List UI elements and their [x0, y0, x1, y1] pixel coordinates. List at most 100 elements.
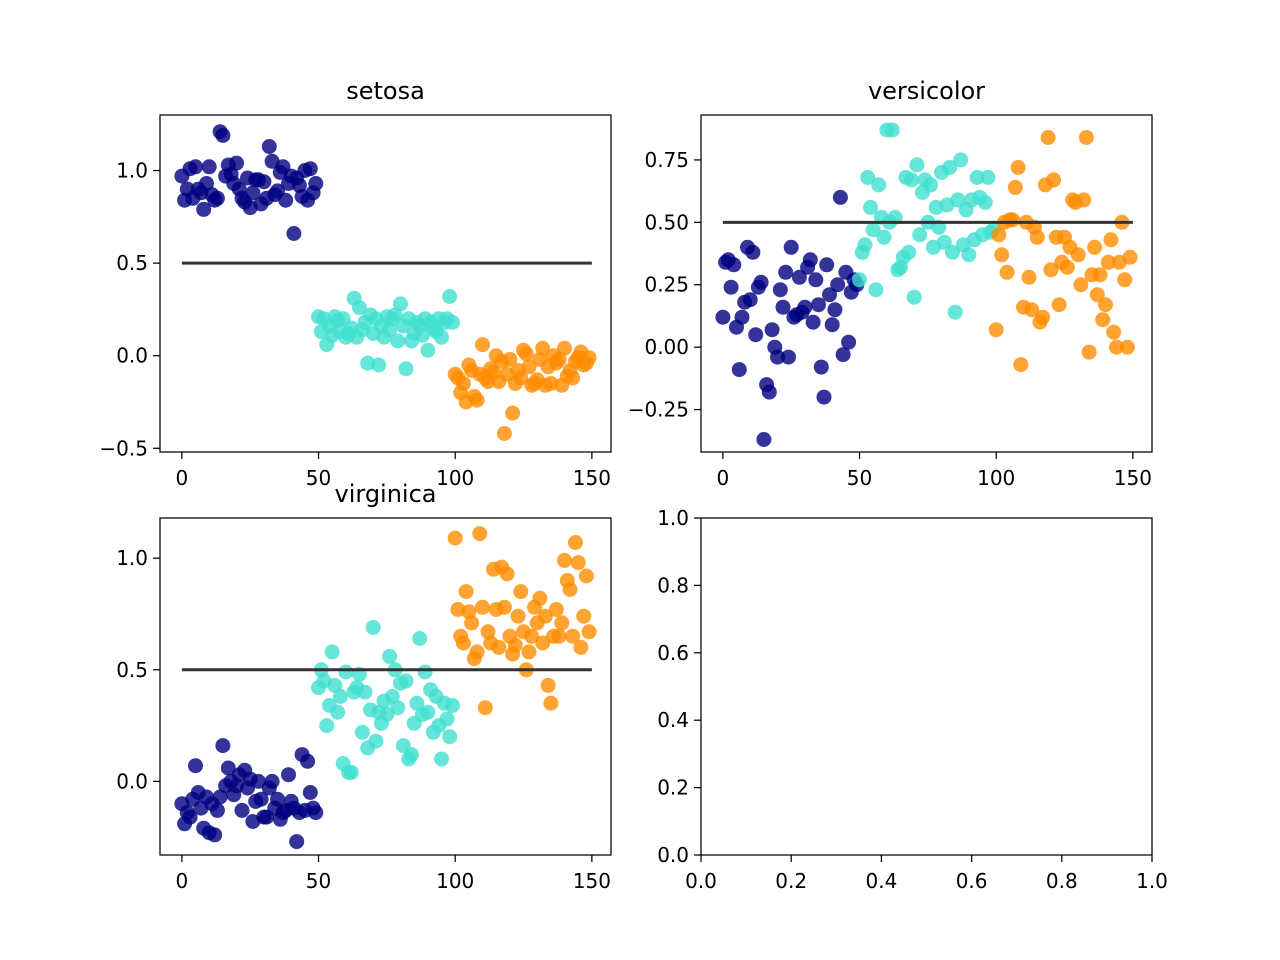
x-tick-label: 50 — [306, 466, 331, 490]
series-setosa — [174, 738, 323, 849]
data-point — [868, 282, 883, 297]
data-point — [1008, 180, 1023, 195]
data-point — [994, 247, 1009, 262]
data-point — [543, 696, 558, 711]
data-point — [715, 310, 730, 325]
y-tick-label: 1.0 — [116, 546, 148, 570]
data-point — [579, 569, 594, 584]
data-point — [478, 700, 493, 715]
data-point — [366, 620, 381, 635]
x-tick-label: 150 — [573, 466, 611, 490]
x-tick-label: 100 — [436, 466, 474, 490]
data-point — [188, 758, 203, 773]
x-tick-label: 0 — [716, 466, 729, 490]
y-tick-label: 0.5 — [116, 251, 148, 275]
data-point — [497, 426, 512, 441]
data-point — [568, 535, 583, 550]
data-point — [1022, 270, 1037, 285]
data-point — [981, 170, 996, 185]
data-point — [743, 292, 758, 307]
axes-frame — [701, 518, 1152, 855]
data-point — [953, 152, 968, 167]
data-point — [532, 591, 547, 606]
data-point — [390, 333, 405, 348]
data-point — [368, 734, 383, 749]
data-point — [745, 245, 760, 260]
data-point — [399, 673, 414, 688]
x-tick-label: 0.6 — [956, 869, 988, 893]
data-point — [1082, 345, 1097, 360]
data-point — [404, 747, 419, 762]
subplot-empty: 0.0 0.2 0.4 0.6 0.8 1.00.00.20.40.60.81.0 — [657, 506, 1168, 893]
data-point — [371, 358, 386, 373]
y-tick-label: −0.5 — [99, 436, 148, 460]
data-point — [724, 280, 739, 295]
data-point — [1087, 240, 1102, 255]
data-point — [557, 553, 572, 568]
data-point — [470, 644, 485, 659]
data-point — [475, 600, 490, 615]
data-point — [459, 584, 474, 599]
x-tick-label: 100 — [436, 869, 474, 893]
data-point — [434, 330, 449, 345]
data-point — [1098, 297, 1113, 312]
data-point — [909, 157, 924, 172]
y-tick-label: 0.75 — [644, 148, 689, 172]
data-point — [552, 629, 567, 644]
data-point — [215, 128, 230, 143]
data-point — [519, 346, 534, 361]
data-point — [289, 834, 304, 849]
data-point — [825, 317, 840, 332]
data-point — [229, 156, 244, 171]
data-point — [508, 638, 523, 653]
data-point — [1030, 230, 1045, 245]
series-setosa — [174, 124, 323, 241]
data-point — [464, 615, 479, 630]
x-tick-label: 0 — [175, 869, 188, 893]
data-point — [513, 584, 528, 599]
data-point — [573, 640, 588, 655]
data-point — [901, 245, 916, 260]
data-point — [456, 636, 471, 651]
data-point — [442, 289, 457, 304]
x-tick-label: 150 — [1114, 466, 1152, 490]
y-tick-label: 0.25 — [644, 273, 689, 297]
data-point — [522, 644, 537, 659]
data-point — [1000, 265, 1015, 280]
data-point — [303, 161, 318, 176]
data-point — [762, 385, 777, 400]
data-point — [961, 247, 976, 262]
data-point — [1123, 250, 1138, 265]
data-point — [1093, 267, 1108, 282]
data-point — [877, 230, 892, 245]
data-point — [418, 665, 433, 680]
data-point — [303, 785, 318, 800]
data-point — [765, 322, 780, 337]
data-point — [1046, 172, 1061, 187]
data-point — [563, 582, 578, 597]
data-point — [420, 705, 435, 720]
chart-title: virginica — [335, 480, 437, 508]
data-point — [549, 602, 564, 617]
data-point — [858, 237, 873, 252]
data-point — [300, 754, 315, 769]
data-point — [308, 805, 323, 820]
data-point — [281, 767, 296, 782]
data-point — [505, 406, 520, 421]
data-point — [286, 226, 301, 241]
data-point — [748, 327, 763, 342]
data-point — [1079, 130, 1094, 145]
data-point — [202, 159, 217, 174]
data-point — [571, 555, 586, 570]
data-point — [912, 227, 927, 242]
data-point — [1106, 325, 1121, 340]
chart-title: setosa — [346, 77, 425, 105]
data-point — [1041, 130, 1056, 145]
y-tick-label: 0.0 — [116, 344, 148, 368]
data-point — [923, 177, 938, 192]
chart-title: versicolor — [868, 77, 985, 105]
data-point — [338, 665, 353, 680]
data-point — [904, 172, 919, 187]
data-point — [576, 609, 591, 624]
x-tick-label: 50 — [306, 869, 331, 893]
